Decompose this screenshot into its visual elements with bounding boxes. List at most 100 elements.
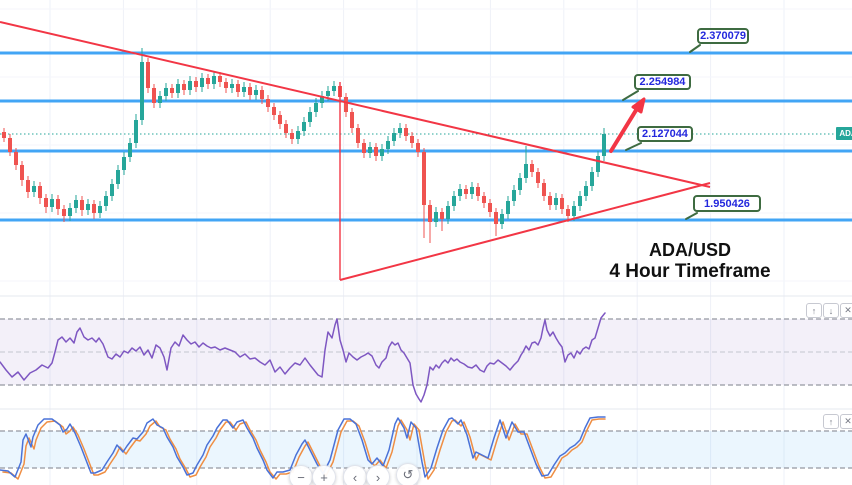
candle-body xyxy=(542,183,546,196)
rsi-move-down-button[interactable]: ↓ xyxy=(823,303,839,318)
candle-body xyxy=(254,90,258,95)
candle-body xyxy=(74,200,78,208)
candle-body xyxy=(596,156,600,172)
candle-body xyxy=(272,107,276,115)
candle-body xyxy=(140,62,144,120)
candle-body xyxy=(182,84,186,90)
breakout-arrow-head xyxy=(631,97,646,114)
zoom-in-button[interactable]: + xyxy=(312,465,336,485)
candle-body xyxy=(332,86,336,91)
candle-body xyxy=(584,186,588,196)
candle-body xyxy=(386,141,390,149)
candle-body xyxy=(38,186,42,198)
candle-body xyxy=(290,133,294,139)
reset-view-button[interactable]: ↺ xyxy=(396,463,420,485)
candle-body xyxy=(68,208,72,216)
candle-body xyxy=(104,196,108,206)
candle-body xyxy=(308,112,312,122)
zoom-out-button[interactable]: − xyxy=(289,465,313,485)
candle-body xyxy=(128,143,132,157)
callout-tail xyxy=(622,90,639,101)
candle-body xyxy=(62,209,66,216)
candle-body xyxy=(374,147,378,156)
price-callout-3[interactable]: 2.127044 xyxy=(637,126,693,142)
candle-body xyxy=(398,128,402,133)
candle-body xyxy=(146,62,150,88)
candle-body xyxy=(98,206,102,213)
candle-body xyxy=(554,198,558,205)
rsi-close-button[interactable]: ✕ xyxy=(840,303,852,318)
candle-body xyxy=(134,120,138,143)
candle-body xyxy=(80,200,84,210)
chart-title-timeframe: 4 Hour Timeframe xyxy=(609,261,771,282)
candle-body xyxy=(170,88,174,93)
candle-body xyxy=(530,164,534,172)
candle-body xyxy=(524,164,528,178)
scroll-left-button[interactable]: ‹ xyxy=(343,465,367,485)
callout-tail xyxy=(685,212,698,220)
candle-body xyxy=(56,199,60,209)
breakout-arrow-shaft xyxy=(609,105,640,153)
candle-body xyxy=(152,88,156,103)
candle-body xyxy=(488,203,492,212)
callout-tail xyxy=(689,44,701,53)
price-callout-2[interactable]: 2.254984 xyxy=(634,74,691,90)
candle-body xyxy=(224,82,228,88)
candle-body xyxy=(50,199,54,207)
stoch-band xyxy=(0,431,852,468)
candle-body xyxy=(500,214,504,224)
candle-body xyxy=(320,96,324,103)
candle-body xyxy=(8,138,12,152)
candle-body xyxy=(302,122,306,131)
candle-body xyxy=(188,81,192,90)
candle-body xyxy=(212,76,216,84)
price-callout-1[interactable]: 2.370079 xyxy=(697,28,749,44)
candle-body xyxy=(206,78,210,84)
ascending_trendline xyxy=(339,182,711,281)
candle-body xyxy=(32,186,36,192)
candle-body xyxy=(326,91,330,96)
candle-body xyxy=(458,189,462,196)
rsi-move-up-button[interactable]: ↑ xyxy=(806,303,822,318)
candle-body xyxy=(116,170,120,184)
candle-body xyxy=(296,131,300,139)
candle-body xyxy=(506,201,510,214)
price-callout-4[interactable]: 1.950426 xyxy=(693,195,761,212)
scroll-right-button[interactable]: › xyxy=(366,465,390,485)
stoch-close-button[interactable]: ✕ xyxy=(840,414,852,429)
candle-body xyxy=(344,97,348,112)
candle-body xyxy=(314,103,318,112)
candle-body xyxy=(362,143,366,153)
chart-title-annotation: ADA/USD 4 Hour Timeframe xyxy=(580,240,800,283)
symbol-price-badge: ADA xyxy=(836,127,852,140)
candle-body xyxy=(248,87,252,95)
candle-body xyxy=(218,76,222,82)
candle-body xyxy=(176,84,180,93)
candle-body xyxy=(26,180,30,192)
candle-body xyxy=(200,78,204,87)
candle-body xyxy=(470,187,474,194)
stoch-move-up-button[interactable]: ↑ xyxy=(823,414,839,429)
candle-body xyxy=(260,90,264,99)
candle-body xyxy=(86,204,90,210)
descending_trendline xyxy=(0,21,711,188)
candle-body xyxy=(494,212,498,224)
candle-body xyxy=(350,112,354,128)
candle-body xyxy=(512,190,516,201)
rsi-line xyxy=(0,312,606,403)
candle-body xyxy=(464,189,468,194)
candle-body xyxy=(602,134,606,156)
candle-body xyxy=(236,84,240,92)
candle-body xyxy=(158,96,162,103)
candle-body xyxy=(368,147,372,153)
candle-body xyxy=(404,128,408,136)
candle-body xyxy=(110,184,114,196)
candle-body xyxy=(2,132,6,138)
candle-body xyxy=(434,212,438,222)
candle-body xyxy=(440,212,444,219)
candle-body xyxy=(92,204,96,213)
candle-body xyxy=(266,99,270,107)
candle-body xyxy=(590,172,594,186)
